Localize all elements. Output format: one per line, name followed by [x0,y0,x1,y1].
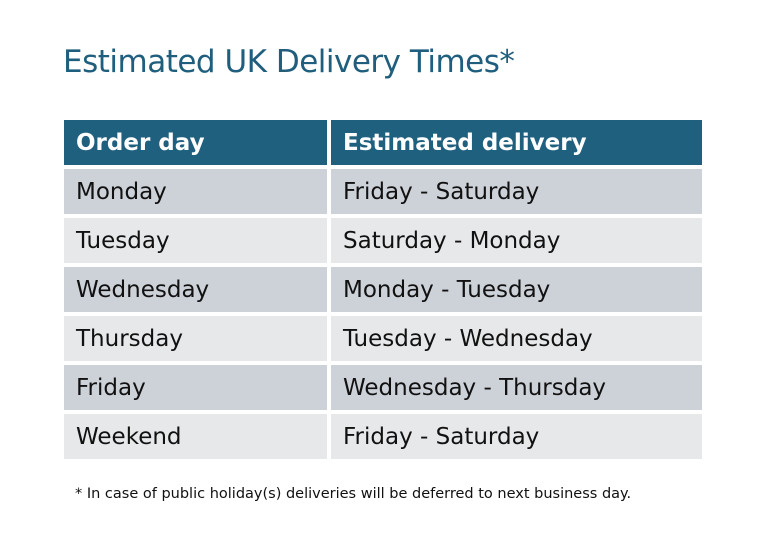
table-row: Monday Friday - Saturday [64,169,702,214]
delivery-cell: Wednesday - Thursday [331,365,702,410]
table-header-row: Order day Estimated delivery [64,120,702,165]
order-day-cell: Weekend [64,414,327,459]
delivery-cell: Monday - Tuesday [331,267,702,312]
delivery-cell: Saturday - Monday [331,218,702,263]
footnote: * In case of public holiday(s) deliverie… [75,486,632,502]
table-row: Friday Wednesday - Thursday [64,365,702,410]
order-day-cell: Thursday [64,316,327,361]
header-order-day: Order day [64,120,327,165]
delivery-cell: Friday - Saturday [331,169,702,214]
table-row: Thursday Tuesday - Wednesday [64,316,702,361]
order-day-cell: Friday [64,365,327,410]
table-row: Wednesday Monday - Tuesday [64,267,702,312]
table-row: Tuesday Saturday - Monday [64,218,702,263]
delivery-times-table: Order day Estimated delivery Monday Frid… [60,116,706,463]
order-day-cell: Wednesday [64,267,327,312]
delivery-cell: Friday - Saturday [331,414,702,459]
page-title: Estimated UK Delivery Times* [63,44,515,80]
order-day-cell: Tuesday [64,218,327,263]
table-row: Weekend Friday - Saturday [64,414,702,459]
header-estimated-delivery: Estimated delivery [331,120,702,165]
delivery-cell: Tuesday - Wednesday [331,316,702,361]
order-day-cell: Monday [64,169,327,214]
